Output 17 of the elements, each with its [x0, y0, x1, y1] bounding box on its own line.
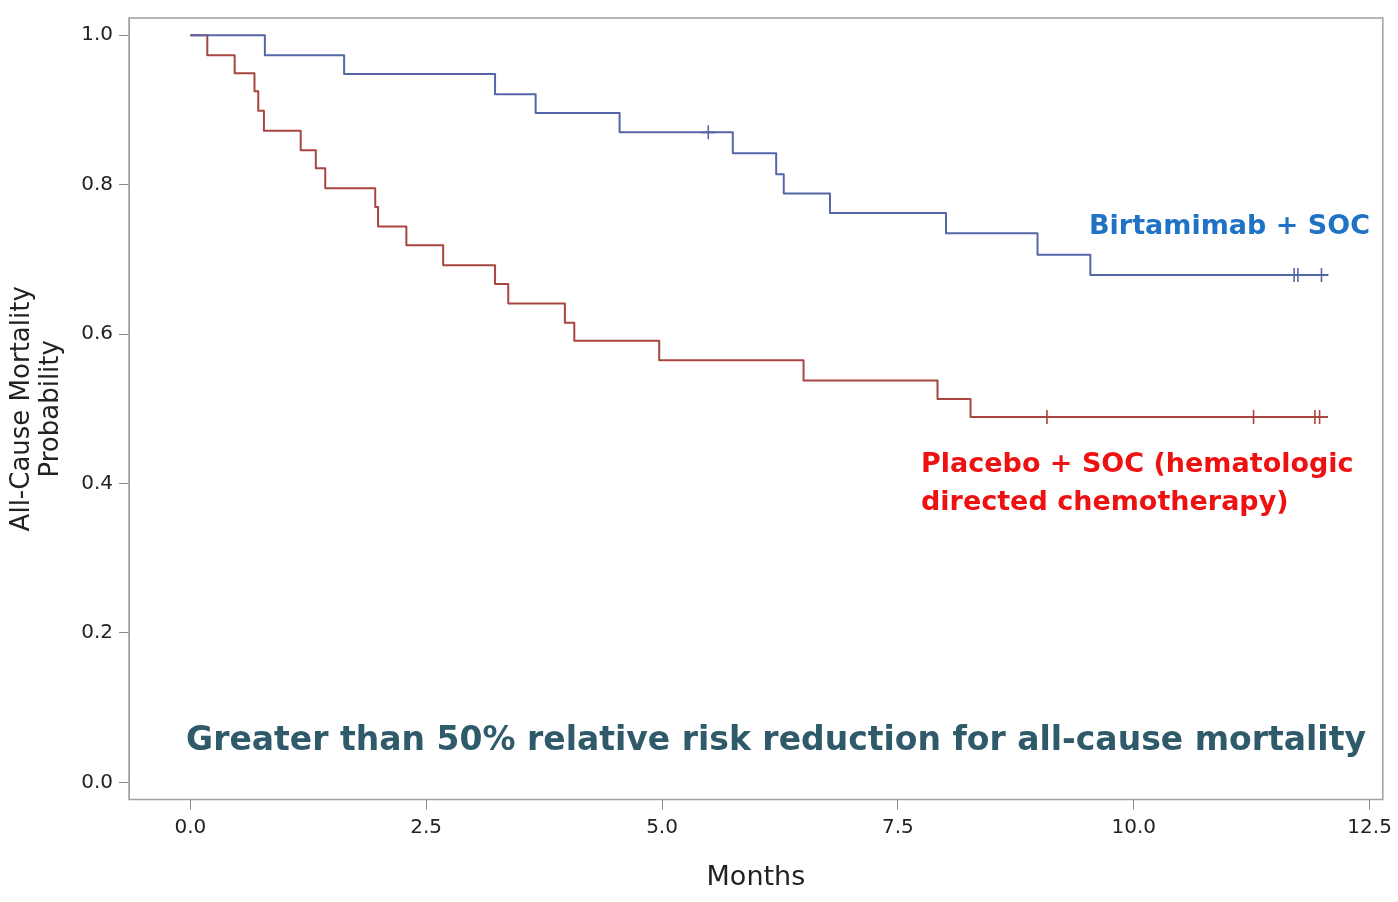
y-tick-label: 0.0 — [81, 768, 114, 793]
y-tick-label: 0.2 — [81, 619, 114, 644]
x-tick-label: 7.5 — [881, 813, 914, 838]
x-tick-label: 10.0 — [1111, 813, 1157, 838]
y-tick-label: 0.8 — [81, 170, 114, 195]
x-tick-label: 2.5 — [410, 813, 443, 838]
x-tick-label: 12.5 — [1347, 813, 1392, 838]
series-label: Birtamimab + SOC — [1089, 209, 1370, 241]
y-tick-label: 0.4 — [81, 469, 114, 494]
x-tick-label: 0.0 — [174, 813, 207, 838]
y-tick-label: 0.6 — [81, 320, 114, 345]
series-label: Placebo + SOC (hematologic directed chemotherapy) — [921, 447, 1354, 517]
y-axis-title: All-Cause Mortality Probability — [5, 286, 64, 532]
x-axis-title: Months — [706, 859, 806, 891]
y-tick-label: 1.0 — [81, 21, 114, 46]
x-tick-label: 5.0 — [646, 813, 678, 838]
annotation: Greater than 50% relative risk reduction for all-cause mortality — [186, 718, 1366, 758]
